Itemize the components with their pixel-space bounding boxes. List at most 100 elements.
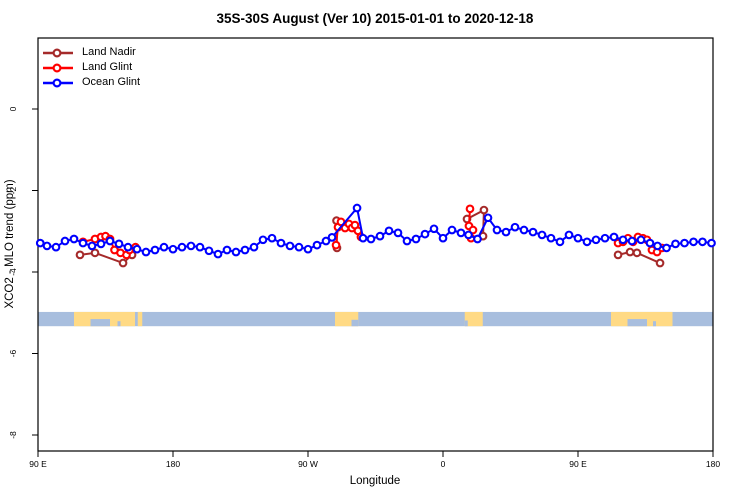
data-point-ocean-glint [609, 232, 619, 242]
data-point-ocean-glint [384, 226, 394, 236]
data-point-ocean-glint [60, 236, 70, 246]
land-glint-marker-icon [43, 62, 73, 73]
data-point-ocean-glint [492, 225, 502, 235]
map-band-land-australia-east-sliver [137, 311, 143, 327]
chart-title: 35S-30S August (Ver 10) 2015-01-01 to 20… [217, 11, 534, 26]
data-point-ocean-glint [132, 244, 142, 254]
x-tick-label: 180 [166, 459, 180, 469]
data-point-ocean-glint [555, 237, 565, 247]
data-point-ocean-glint [204, 246, 214, 256]
land-nadir-marker-icon [43, 47, 73, 58]
data-point-ocean-glint [653, 241, 662, 251]
data-point-ocean-glint [537, 230, 547, 240]
y-tick-label: -2 [8, 186, 18, 194]
data-point-land-glint [331, 240, 341, 250]
data-point-ocean-glint [96, 239, 106, 249]
map-band-coast-notch [653, 321, 656, 327]
y-tick-label: 0 [8, 106, 18, 111]
data-point-ocean-glint [285, 241, 295, 251]
data-point-ocean-glint [627, 236, 637, 246]
data-point-land-nadir [90, 248, 100, 258]
data-point-ocean-glint [600, 233, 610, 243]
data-point-land-nadir [75, 250, 85, 260]
data-point-land-glint [465, 204, 475, 214]
ocean-glint-marker-icon [43, 77, 73, 88]
data-point-land-nadir [613, 250, 623, 260]
data-point-ocean-glint [464, 230, 473, 240]
legend-item-ocean-glint: Ocean Glint [42, 75, 140, 90]
data-point-ocean-glint [698, 237, 707, 247]
data-point-ocean-glint [276, 238, 286, 248]
data-point-ocean-glint [87, 241, 97, 251]
data-point-ocean-glint [105, 236, 115, 246]
data-point-ocean-glint [249, 242, 259, 252]
data-point-ocean-glint [358, 233, 368, 243]
data-point-ocean-glint [375, 231, 385, 241]
legend-item-land-glint: Land Glint [42, 60, 140, 75]
data-point-ocean-glint [662, 243, 671, 253]
data-point-ocean-glint [150, 245, 160, 255]
y-tick-label: -8 [8, 431, 18, 439]
x-tick-label: 90 E [29, 459, 47, 469]
data-point-ocean-glint [591, 235, 601, 245]
map-band-land-south-africa [464, 311, 483, 327]
data-point-ocean-glint [689, 237, 698, 247]
data-point-land-nadir [632, 248, 642, 258]
data-point-ocean-glint [51, 242, 61, 252]
legend-label: Land Nadir [82, 46, 136, 58]
data-point-ocean-glint [483, 213, 493, 223]
data-point-ocean-glint [312, 240, 322, 250]
legend-label: Land Glint [82, 61, 133, 73]
legend-item-land-nadir: Land Nadir [42, 45, 140, 60]
data-point-ocean-glint [141, 247, 151, 257]
data-point-ocean-glint [114, 239, 124, 249]
data-point-ocean-glint [177, 242, 187, 252]
chart-legend: Land Nadir Land Glint Ocean Glint [42, 45, 140, 90]
data-point-ocean-glint [636, 235, 646, 245]
data-point-ocean-glint [303, 244, 313, 254]
data-point-ocean-glint [393, 228, 403, 238]
data-point-ocean-glint [438, 233, 448, 243]
y-axis-label: XCO2 - MLO trend (ppm) [4, 179, 16, 308]
data-point-ocean-glint [213, 249, 223, 259]
data-point-ocean-glint [222, 245, 232, 255]
plot-border [37, 37, 714, 452]
data-point-ocean-glint [519, 225, 529, 235]
x-tick-label: 90 W [298, 459, 318, 469]
plot-area: 90 E 180 90 W 0 90 E 180 0 -2 -4 -6 -8 [8, 37, 720, 469]
data-point-ocean-glint [258, 235, 268, 245]
data-point-land-nadir [479, 205, 489, 215]
data-point-land-nadir [625, 247, 635, 257]
data-point-ocean-glint [510, 222, 520, 232]
data-point-ocean-glint [645, 238, 655, 248]
map-band-coast-notch [627, 319, 647, 327]
data-point-ocean-glint [447, 225, 457, 235]
data-point-ocean-glint [69, 234, 79, 244]
y-tick-label: -4 [8, 268, 18, 276]
legend-label: Ocean Glint [82, 76, 141, 88]
data-point-ocean-glint [564, 230, 574, 240]
series-line-ocean-glint [39, 205, 712, 256]
data-point-ocean-glint [429, 224, 439, 234]
map-band-coast-notch [90, 319, 110, 327]
data-point-ocean-glint [402, 236, 412, 246]
data-point-ocean-glint [582, 237, 592, 247]
x-tick-label: 90 E [569, 459, 587, 469]
data-point-ocean-glint [680, 238, 689, 248]
data-point-ocean-glint [168, 244, 178, 254]
data-point-ocean-glint [42, 241, 52, 251]
y-tick-label: -6 [8, 349, 18, 357]
data-point-ocean-glint [366, 234, 376, 244]
data-point-ocean-glint [501, 227, 511, 237]
data-point-ocean-glint [707, 238, 716, 248]
data-point-ocean-glint [294, 242, 304, 252]
map-band-coast-notch [464, 320, 468, 327]
data-point-ocean-glint [159, 242, 169, 252]
x-tick-label: 0 [441, 459, 446, 469]
data-point-ocean-glint [78, 238, 88, 248]
x-axis-label: Longitude [350, 475, 401, 487]
data-point-ocean-glint [352, 203, 362, 213]
data-point-ocean-glint [186, 241, 196, 251]
